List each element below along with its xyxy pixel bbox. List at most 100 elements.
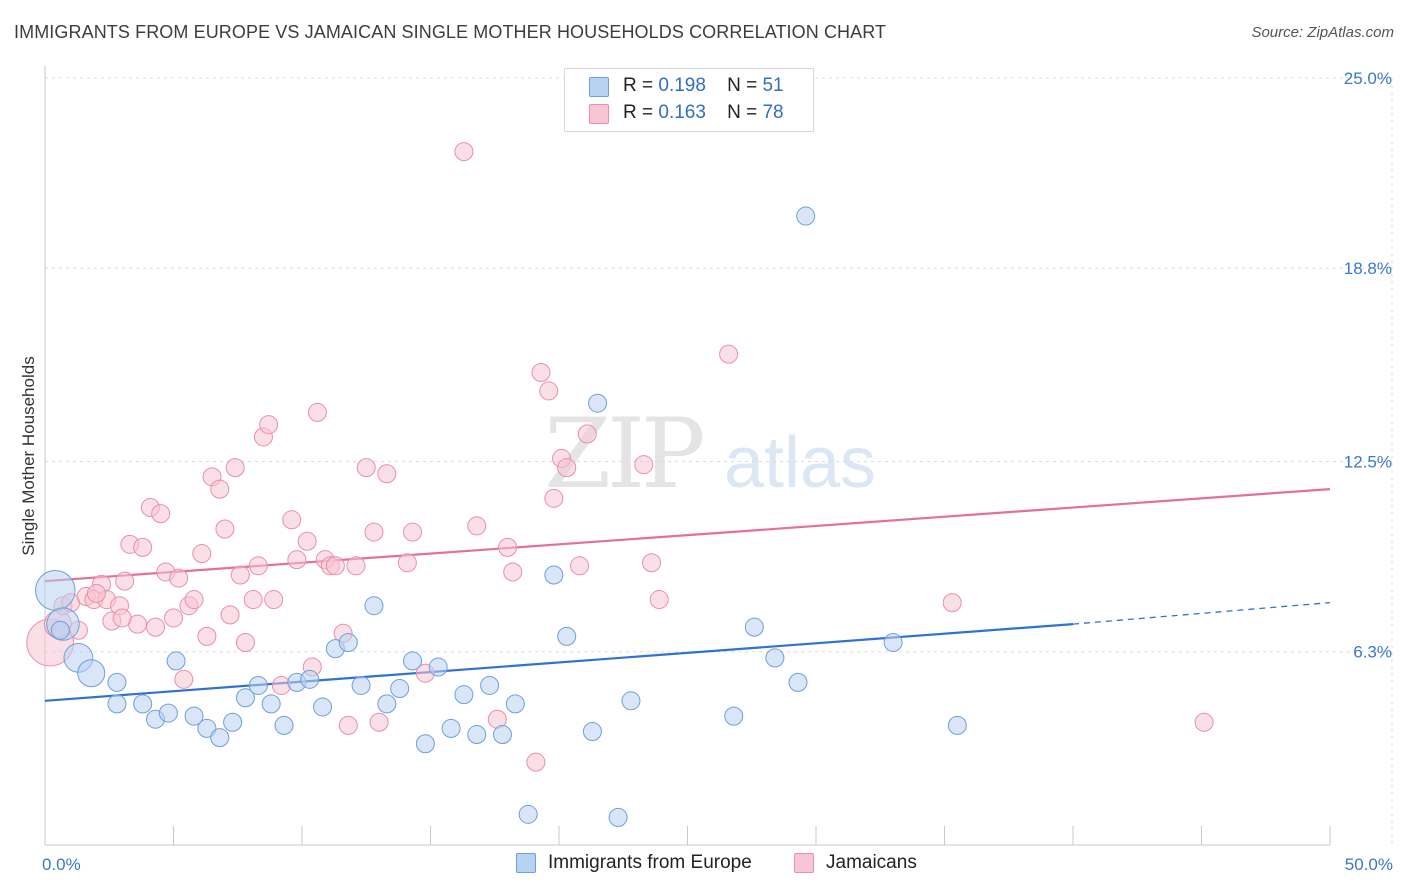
point-immigrants-from-europe — [441, 718, 461, 738]
point-immigrants-from-europe — [608, 807, 628, 827]
y-tick-label: 18.8% — [1344, 259, 1392, 278]
point-jamaicans — [526, 752, 546, 772]
legend-swatch-jamaicans — [589, 104, 609, 124]
point-immigrants-from-europe — [947, 715, 967, 735]
y-axis-label: Single Mother Households — [19, 356, 38, 555]
point-immigrants-from-europe — [480, 675, 500, 695]
point-immigrants-from-europe — [351, 675, 371, 695]
x-tick-labels: 0.0% 50.0% — [42, 855, 1393, 874]
point-jamaicans — [197, 626, 217, 646]
legend-swatch-europe — [589, 77, 609, 97]
trend-line-europe — [44, 623, 1074, 702]
point-jamaicans — [248, 556, 268, 576]
point-jamaicans — [503, 562, 523, 582]
point-jamaicans — [356, 458, 376, 478]
point-jamaicans — [577, 424, 597, 444]
point-immigrants-from-europe — [107, 694, 127, 714]
point-immigrants-from-europe — [223, 712, 243, 732]
point-immigrants-from-europe — [415, 734, 435, 754]
trend-lines — [44, 488, 1331, 702]
point-jamaicans — [719, 344, 739, 364]
point-jamaicans — [364, 522, 384, 542]
point-jamaicans — [146, 617, 166, 637]
point-jamaicans — [259, 415, 279, 435]
point-immigrants-from-europe — [107, 672, 127, 692]
point-jamaicans — [235, 633, 255, 653]
point-immigrants-from-europe — [467, 725, 487, 745]
gridlines — [45, 77, 1393, 845]
point-jamaicans — [151, 504, 171, 524]
point-immigrants-from-europe — [621, 691, 641, 711]
point-jamaicans — [174, 669, 194, 689]
point-immigrants-from-europe — [313, 697, 333, 717]
point-immigrants-from-europe — [765, 648, 785, 668]
point-jamaicans — [454, 142, 474, 162]
point-immigrants-from-europe — [364, 596, 384, 616]
point-immigrants-from-europe — [557, 626, 577, 646]
point-jamaicans — [634, 455, 654, 475]
point-immigrants-from-europe — [403, 651, 423, 671]
point-jamaicans — [467, 516, 487, 536]
axes — [44, 66, 1331, 846]
data-points — [26, 142, 1214, 827]
point-jamaicans — [264, 590, 284, 610]
point-immigrants-from-europe — [34, 570, 76, 611]
point-immigrants-from-europe — [300, 669, 320, 689]
point-jamaicans — [1194, 712, 1214, 732]
point-immigrants-from-europe — [390, 679, 410, 699]
point-immigrants-from-europe — [77, 659, 106, 688]
bottom-legend-label-europe: Immigrants from Europe — [548, 852, 752, 873]
point-immigrants-from-europe — [454, 685, 474, 705]
legend-n-label: N = — [727, 102, 758, 123]
watermark-atlas: atlas — [724, 423, 876, 503]
point-immigrants-from-europe — [274, 715, 294, 735]
legend-r-label: R = — [623, 75, 654, 96]
point-immigrants-from-europe — [724, 706, 744, 726]
point-jamaicans — [243, 590, 263, 610]
y-tick-label: 25.0% — [1344, 69, 1392, 88]
point-immigrants-from-europe — [377, 694, 397, 714]
point-jamaicans — [325, 556, 345, 576]
watermark-zip: ZIP — [544, 398, 703, 510]
point-immigrants-from-europe — [133, 694, 153, 714]
legend-r-label: R = — [623, 102, 654, 123]
point-immigrants-from-europe — [184, 706, 204, 726]
point-jamaicans — [115, 571, 135, 591]
point-immigrants-from-europe — [744, 617, 764, 637]
point-immigrants-from-europe — [428, 657, 448, 677]
point-immigrants-from-europe — [166, 651, 186, 671]
legend-r-value-europe: 0.198 — [658, 75, 706, 96]
point-jamaicans — [169, 568, 189, 588]
point-jamaicans — [86, 583, 106, 603]
point-immigrants-from-europe — [492, 725, 512, 745]
point-jamaicans — [307, 402, 327, 422]
y-tick-labels: 6.3% 12.5% 18.8% 25.0% — [1344, 69, 1392, 662]
point-jamaicans — [220, 605, 240, 625]
point-jamaicans — [570, 556, 590, 576]
point-jamaicans — [369, 712, 389, 732]
trend-line-europe-extension — [1072, 601, 1331, 625]
point-jamaicans — [133, 537, 153, 557]
point-jamaicans — [192, 544, 212, 564]
point-immigrants-from-europe — [210, 728, 230, 748]
point-immigrants-from-europe — [505, 694, 525, 714]
point-jamaicans — [225, 458, 245, 478]
point-jamaicans — [942, 593, 962, 613]
point-jamaicans — [338, 715, 358, 735]
point-immigrants-from-europe — [50, 620, 70, 640]
point-jamaicans — [403, 522, 423, 542]
point-jamaicans — [642, 553, 662, 573]
point-jamaicans — [287, 550, 307, 570]
point-immigrants-from-europe — [796, 206, 816, 226]
bottom-legend-swatch-jamaicans — [794, 853, 814, 873]
x-tick-label: 0.0% — [42, 855, 81, 874]
point-immigrants-from-europe — [788, 672, 808, 692]
point-jamaicans — [346, 556, 366, 576]
point-immigrants-from-europe — [197, 718, 217, 738]
point-jamaicans — [297, 531, 317, 551]
point-immigrants-from-europe — [544, 565, 564, 585]
point-jamaicans — [544, 488, 564, 508]
legend-n-label: N = — [727, 75, 758, 96]
point-immigrants-from-europe — [235, 688, 255, 708]
